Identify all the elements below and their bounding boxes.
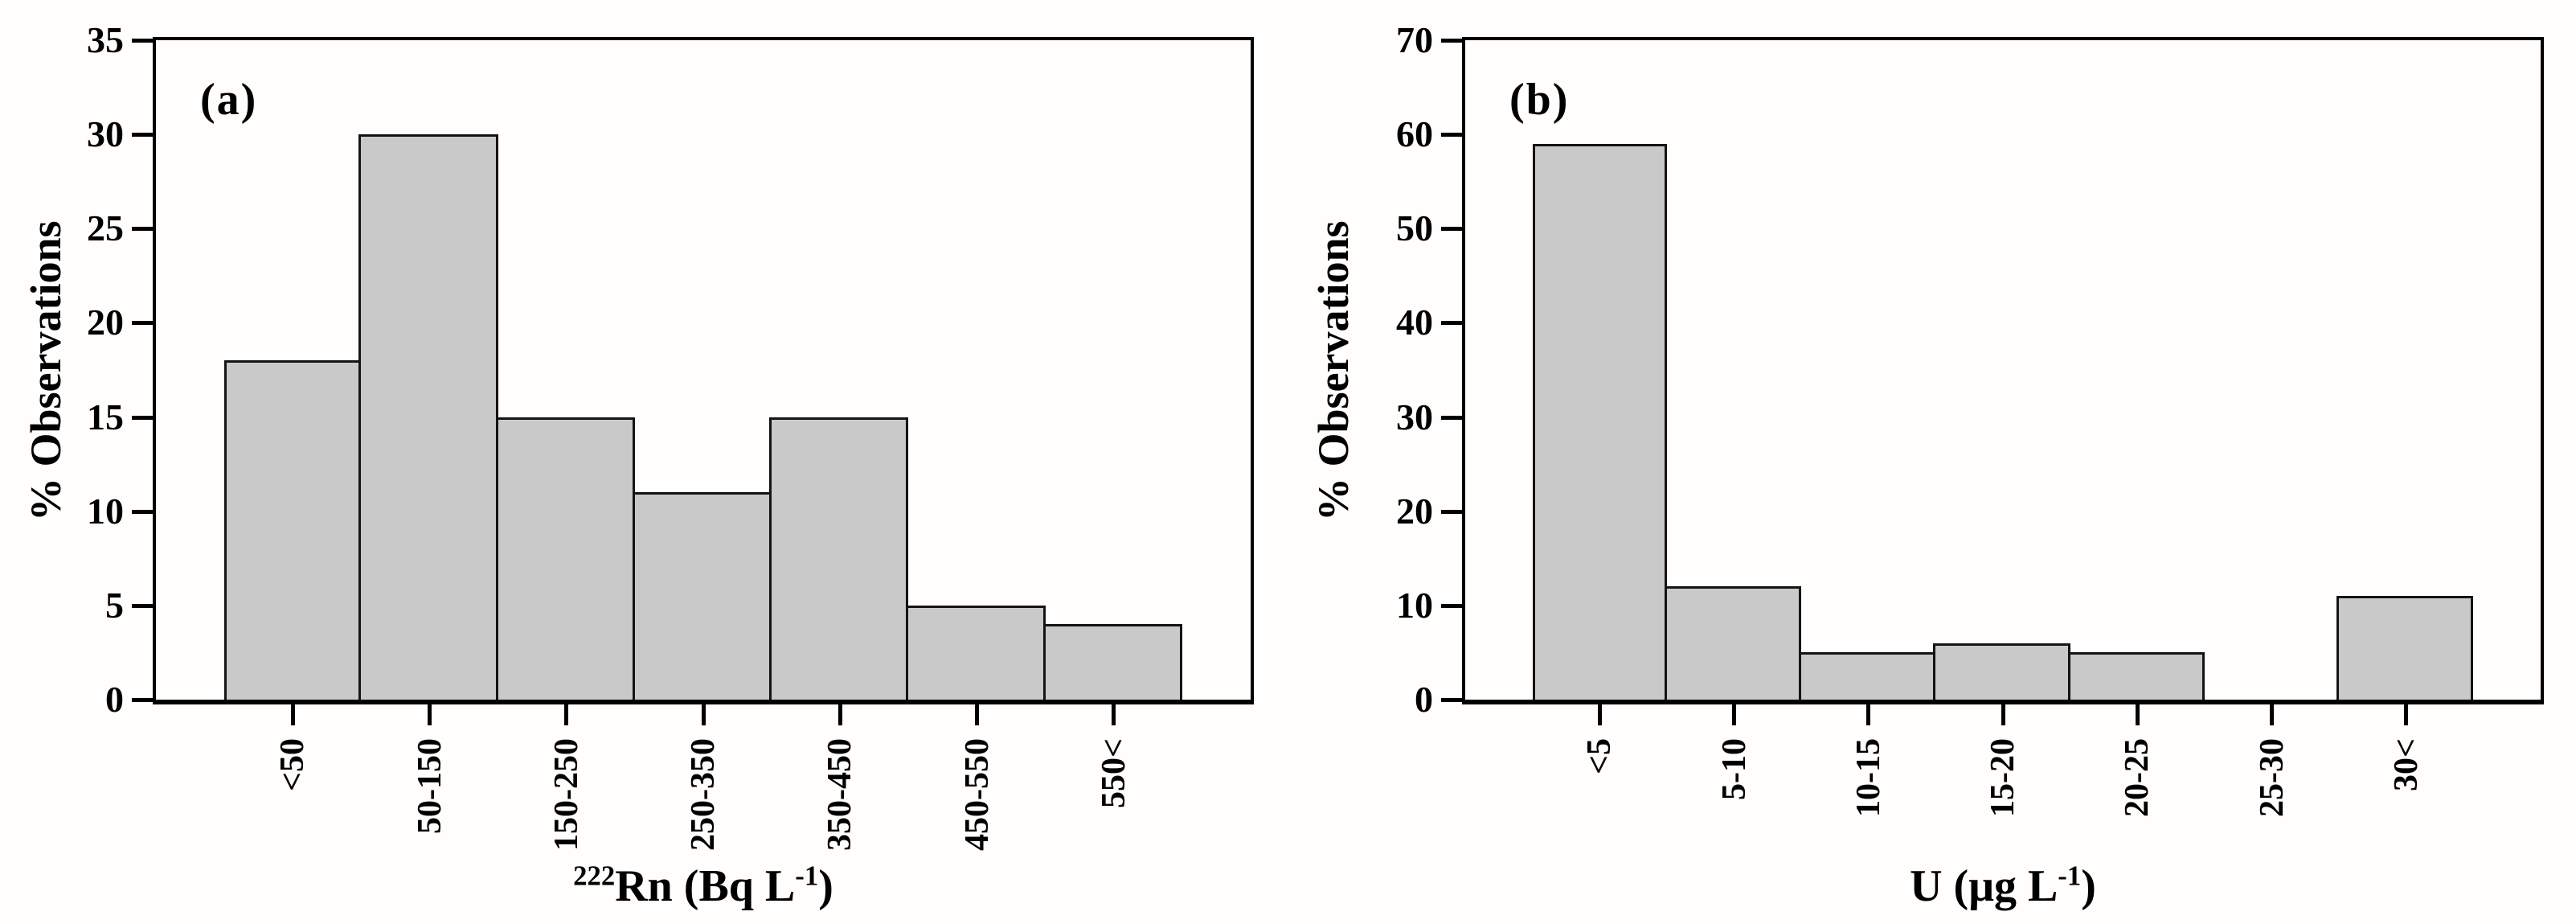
x-tick-mark [1732, 704, 1736, 725]
y-axis-label: % Observations [1309, 220, 1358, 521]
histogram-bar [1933, 643, 2070, 700]
plot-area: (b) U (μg L-1) 0 10 20 30 40 50 60 70 <5 5-10 10-1… [1396, 22, 2544, 911]
y-tick-mark [132, 509, 153, 514]
x-tick-label: 5-10 [1715, 738, 1753, 800]
y-tick-mark [132, 39, 153, 43]
panel-letter: (b) [1509, 75, 1570, 125]
y-tick-mark [132, 603, 153, 608]
x-tick-label: 150-250 [547, 738, 585, 851]
x-tick-mark [975, 704, 979, 725]
y-axis-label: % Observations [22, 220, 70, 521]
panel-letter: (a) [200, 75, 258, 125]
x-tick-mark [701, 704, 706, 725]
y-tick-label: 15 [87, 396, 124, 437]
histogram-bar [224, 360, 362, 700]
histogram-bar [1532, 143, 1667, 700]
y-tick-mark [1441, 39, 1462, 43]
x-tick-mark [2270, 704, 2274, 725]
y-tick-label: 10 [1396, 584, 1433, 626]
histogram-bar [632, 492, 772, 700]
y-tick-mark [132, 321, 153, 326]
y-tick-label: 20 [87, 302, 124, 343]
x-tick-label: 20-25 [2119, 738, 2156, 817]
x-tick-label: 450-550 [958, 738, 996, 851]
y-tick-mark [132, 133, 153, 138]
y-tick-label: 35 [87, 19, 124, 60]
x-axis-label: U (μg L-1) [1910, 860, 2096, 911]
histogram-bar [2067, 652, 2205, 700]
x-axis-label: 222Rn (Bq L-1) [573, 860, 833, 911]
x-tick-mark [2135, 704, 2140, 725]
panel-b: % Observations (b) U (μg L-1) 0 10 20 30 40 5… [1288, 0, 2575, 924]
x-tick-label: 10-15 [1849, 738, 1887, 817]
x-tick-label: 350-450 [821, 738, 859, 851]
y-tick-label: 10 [87, 490, 124, 532]
x-tick-label: 50-150 [411, 738, 448, 834]
x-tick-mark [564, 704, 569, 725]
y-tick-label: 20 [1396, 490, 1433, 532]
x-tick-mark [838, 704, 842, 725]
histogram-bar [495, 417, 635, 700]
histogram-bar [358, 134, 498, 700]
histogram-bar [1799, 652, 1936, 700]
x-tick-label: 30< [2387, 738, 2425, 791]
y-tick-mark [1441, 227, 1462, 232]
y-tick-mark [132, 698, 153, 702]
y-tick-mark [132, 415, 153, 420]
y-tick-label: 50 [1396, 207, 1433, 249]
x-tick-mark [1866, 704, 1871, 725]
y-tick-mark [1441, 509, 1462, 514]
y-tick-label: 40 [1396, 302, 1433, 343]
y-tick-label: 0 [1415, 679, 1433, 720]
histogram-bar [2336, 596, 2474, 700]
y-tick-mark [1441, 415, 1462, 420]
x-tick-mark [428, 704, 432, 725]
histogram-bar [1664, 586, 1802, 700]
x-tick-mark [1597, 704, 1602, 725]
histogram-bar [1042, 624, 1182, 700]
x-tick-mark [1112, 704, 1116, 725]
x-tick-label: 550< [1095, 738, 1132, 808]
x-tick-label: 250-350 [685, 738, 722, 851]
x-tick-mark [2404, 704, 2409, 725]
y-tick-mark [1441, 321, 1462, 326]
y-tick-mark [1441, 133, 1462, 138]
plot-area: (a) 222Rn (Bq L-1) 0 5 10 15 20 25 30 35 <50 50-1… [87, 22, 1254, 911]
x-tick-label: <50 [274, 738, 312, 791]
y-tick-label: 25 [87, 207, 124, 249]
y-tick-mark [1441, 603, 1462, 608]
x-tick-mark [2001, 704, 2005, 725]
histogram-bar [906, 605, 1046, 700]
y-tick-label: 30 [87, 113, 124, 155]
histogram-bar [769, 417, 909, 700]
panel-a: % Observations (a) 222Rn (Bq L-1) 0 5 10 15… [22, 22, 1254, 911]
x-tick-label: <5 [1581, 738, 1619, 774]
y-tick-label: 70 [1396, 19, 1433, 60]
y-tick-label: 30 [1396, 396, 1433, 437]
y-tick-label: 5 [105, 584, 124, 626]
x-tick-label: 25-30 [2253, 738, 2291, 817]
y-tick-mark [132, 227, 153, 232]
y-tick-label: 60 [1396, 113, 1433, 155]
y-tick-label: 0 [105, 679, 124, 720]
x-tick-mark [290, 704, 295, 725]
x-tick-label: 15-20 [1984, 738, 2021, 817]
y-tick-mark [1441, 698, 1462, 702]
